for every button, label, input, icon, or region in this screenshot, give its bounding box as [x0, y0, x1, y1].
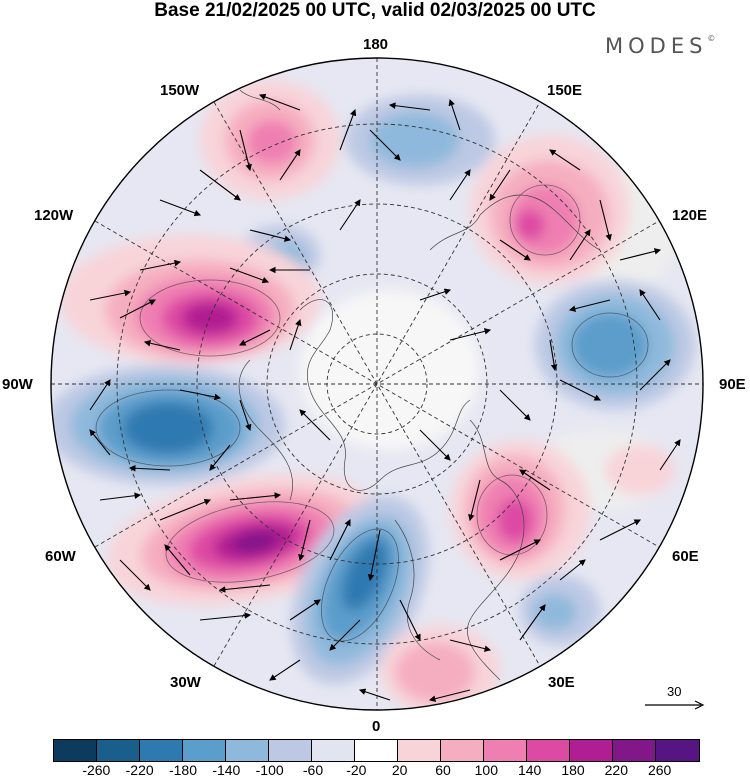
map-border	[50, 57, 704, 711]
colorbar-swatch	[140, 740, 183, 761]
colorbar	[53, 739, 700, 762]
lon-label-30w: 30W	[170, 674, 201, 691]
colorbar-swatch	[312, 740, 355, 761]
colorbar-tick-label: 220	[604, 762, 629, 778]
lon-label-0: 0	[372, 718, 381, 735]
reference-vector: 30	[645, 684, 705, 714]
lon-label-60w: 60W	[45, 548, 76, 565]
lon-label-120w: 120W	[34, 207, 74, 224]
colorbar-swatch	[355, 740, 398, 761]
lon-label-150e: 150E	[547, 82, 583, 99]
colorbar-tick-label: -100	[255, 762, 284, 778]
colorbar-tick-label: 100	[474, 762, 499, 778]
lon-label-120e: 120E	[672, 207, 708, 224]
colorbar-swatch	[183, 740, 226, 761]
anomaly-field	[51, 58, 703, 710]
lon-label-180: 180	[363, 36, 389, 53]
colorbar-tick-label: -140	[212, 762, 241, 778]
reference-vector-value: 30	[667, 684, 682, 699]
colorbar-ticks: -260 -220 -180 -140 -100 -60 -20 20 60 100 140 180 2…	[53, 762, 703, 782]
brand-text: MODES	[605, 34, 708, 58]
lon-label-90w: 90W	[2, 376, 33, 393]
colorbar-tick-label: -260	[82, 762, 111, 778]
lon-label-90e: 90E	[719, 376, 746, 393]
colorbar-swatch	[54, 740, 97, 761]
colorbar-swatch	[527, 740, 570, 761]
lon-label-150w: 150W	[160, 82, 200, 99]
colorbar-swatch	[441, 740, 484, 761]
colorbar-tick-label: 180	[561, 762, 585, 778]
copyright-mark: ©	[707, 34, 716, 43]
map-title: Base 21/02/2025 00 UTC, valid 02/03/2025…	[154, 0, 596, 21]
lon-label-60e: 60E	[672, 548, 699, 565]
modes-logo: MODES©	[605, 34, 715, 58]
colorbar-tick-label: -220	[125, 762, 154, 778]
colorbar-swatch	[269, 740, 312, 761]
colorbar-tick-label: 60	[435, 762, 451, 778]
colorbar-tick-label: -60	[302, 762, 324, 778]
colorbar-swatch	[613, 740, 656, 761]
colorbar-tick-label: 260	[647, 762, 672, 778]
colorbar-tick-label: -180	[168, 762, 198, 778]
colorbar-swatch	[398, 740, 441, 761]
colorbar-swatch	[656, 740, 699, 761]
colorbar-swatch	[484, 740, 527, 761]
colorbar-swatch	[226, 740, 269, 761]
colorbar-tick-label: -20	[346, 762, 367, 778]
colorbar-swatch	[97, 740, 140, 761]
lon-label-30e: 30E	[548, 674, 575, 691]
colorbar-tick-label: 140	[517, 762, 542, 778]
colorbar-tick-label: 20	[391, 762, 408, 778]
reference-arrow-icon	[645, 700, 705, 710]
colorbar-swatch	[570, 740, 613, 761]
